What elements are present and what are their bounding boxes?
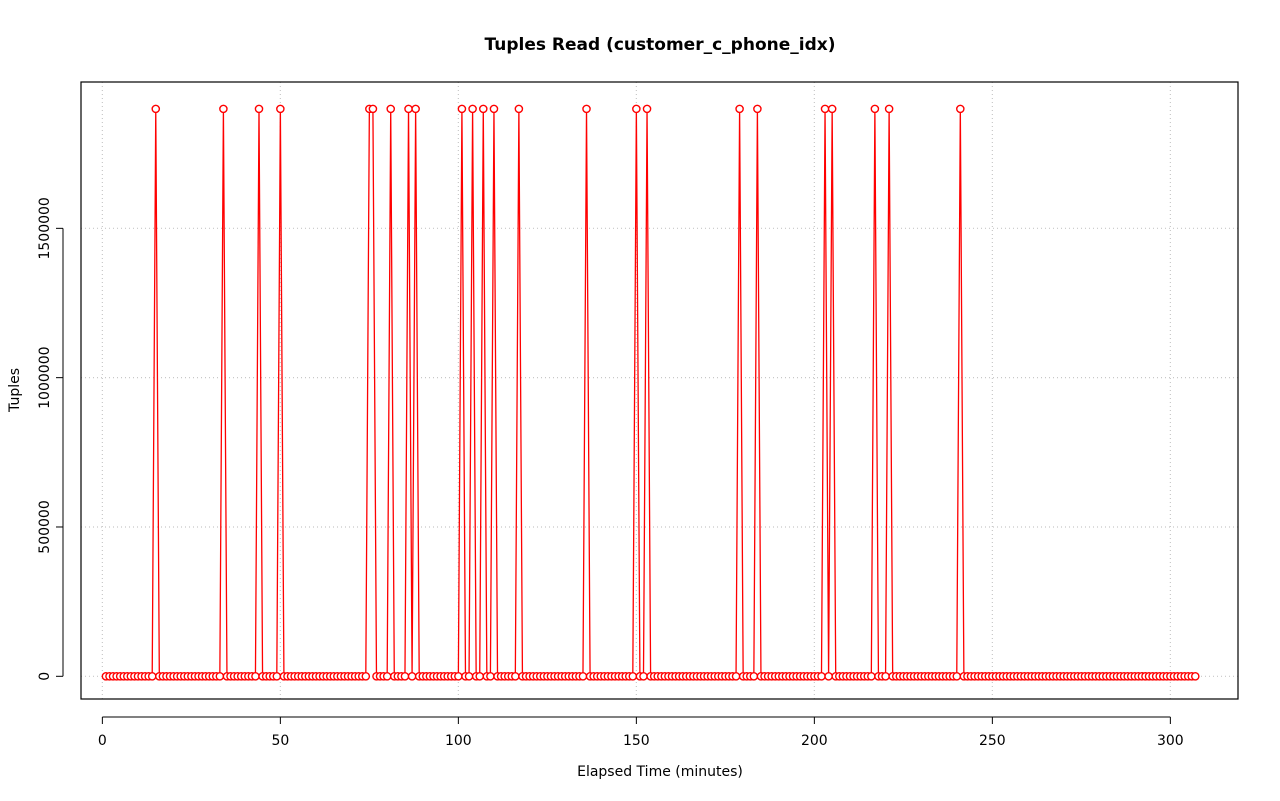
- data-point: [411, 104, 420, 114]
- data-point: [486, 672, 495, 681]
- y-axis: 0 500000 1000000 1500000: [37, 197, 64, 681]
- data-point: [464, 672, 474, 681]
- data-point: [489, 104, 499, 114]
- data-point: [251, 672, 260, 681]
- data-point: [361, 672, 371, 681]
- data-point: [254, 104, 264, 114]
- x-tick-label: 50: [271, 733, 289, 749]
- data-point: [578, 672, 588, 681]
- series-points: [101, 104, 1200, 681]
- data-point: [272, 672, 282, 681]
- data-point: [639, 672, 648, 681]
- data-point: [454, 672, 463, 681]
- data-point: [870, 104, 880, 114]
- data-point: [219, 104, 228, 114]
- chart-title: Tuples Read (customer_c_phone_idx): [485, 35, 836, 55]
- y-tick-label: 500000: [37, 500, 53, 553]
- data-point: [731, 672, 741, 681]
- y-axis-label: Tuples: [7, 368, 23, 413]
- data-point: [276, 104, 285, 114]
- data-point: [511, 672, 520, 681]
- plot-frame: [80, 81, 1239, 700]
- grid: [81, 82, 1238, 699]
- data-point: [749, 672, 759, 681]
- data-point: [151, 104, 161, 114]
- data-point: [468, 104, 477, 114]
- data-point: [881, 672, 890, 681]
- data-point: [824, 672, 833, 681]
- data-point: [735, 104, 744, 114]
- data-point: [407, 672, 417, 681]
- x-tick-label: 0: [98, 733, 107, 749]
- data-point: [404, 104, 413, 114]
- data-point: [457, 104, 467, 114]
- x-axis: 0 50 100 150 200 250 300: [98, 716, 1184, 749]
- data-point: [642, 104, 652, 114]
- data-point: [827, 104, 837, 114]
- data-point: [1190, 672, 1200, 681]
- data-point: [956, 104, 965, 114]
- data-point: [817, 672, 826, 681]
- x-tick-label: 250: [979, 733, 1006, 749]
- data-point: [867, 672, 876, 681]
- data-point: [820, 104, 830, 114]
- data-point: [514, 104, 524, 114]
- data-point: [753, 104, 762, 114]
- data-point: [147, 672, 157, 681]
- y-tick-label: 1000000: [37, 346, 53, 408]
- data-point: [632, 104, 641, 114]
- data-point: [368, 104, 378, 114]
- y-tick-label: 1500000: [37, 197, 53, 259]
- data-point: [215, 672, 225, 681]
- x-tick-label: 200: [801, 733, 828, 749]
- x-tick-label: 100: [445, 733, 472, 749]
- data-point: [382, 672, 392, 681]
- data-point: [478, 104, 488, 114]
- y-tick-label: 0: [37, 672, 53, 681]
- data-point: [386, 104, 396, 114]
- series-line: [105, 108, 1196, 677]
- x-axis-label: Elapsed Time (minutes): [577, 764, 743, 780]
- x-tick-label: 150: [623, 733, 650, 749]
- x-tick-label: 300: [1157, 733, 1184, 749]
- data-point: [952, 672, 962, 681]
- series-path: [105, 108, 1196, 677]
- data-point: [475, 672, 485, 681]
- data-point: [400, 672, 410, 681]
- data-point: [582, 104, 591, 114]
- data-point: [884, 104, 894, 114]
- data-point: [628, 672, 638, 681]
